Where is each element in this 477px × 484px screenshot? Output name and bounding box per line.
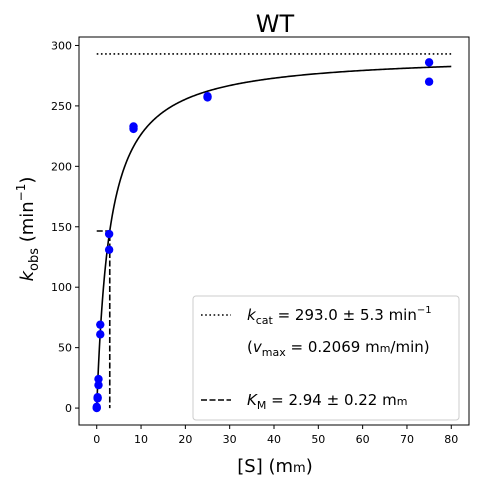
data-point xyxy=(92,402,101,412)
x-tick-label: 0 xyxy=(93,433,100,446)
data-point xyxy=(104,229,114,239)
data-point xyxy=(96,320,105,329)
y-tick-label: 0 xyxy=(65,402,72,415)
y-tick-label: 250 xyxy=(51,100,72,113)
data-point xyxy=(93,392,102,402)
data-point xyxy=(424,77,434,86)
y-tick-label: 50 xyxy=(58,342,72,355)
x-tick-label: 60 xyxy=(356,433,370,446)
x-tick-label: 30 xyxy=(223,433,237,446)
legend-vmax-label: (vmax = 0.2069 mm/min) xyxy=(247,338,430,359)
y-tick-label: 150 xyxy=(51,221,72,234)
x-tick-label: 40 xyxy=(267,433,281,446)
legend-kcat-label: kcat = 293.0 ± 5.3 min−1 xyxy=(247,305,432,327)
x-tick-label: 20 xyxy=(178,433,192,446)
legend-frame xyxy=(192,295,460,421)
legend-km-label: KM = 2.94 ± 0.22 mm xyxy=(247,391,407,412)
y-tick-label: 200 xyxy=(51,160,72,173)
data-point xyxy=(424,58,434,67)
x-axis: 0 10 20 30 40 50 60 70 80 xyxy=(93,425,458,446)
data-point xyxy=(203,92,212,101)
x-tick-label: 80 xyxy=(444,433,458,446)
michaelis-menten-fit-curve xyxy=(95,65,452,409)
y-axis-label: kobs (min−1) xyxy=(14,177,42,282)
data-point xyxy=(94,374,103,384)
legend: kcat = 293.0 ± 5.3 min−1 (vmax = 0.2069 … xyxy=(192,295,460,421)
data-point xyxy=(129,122,138,131)
y-tick-label: 300 xyxy=(51,39,72,52)
y-tick-label: 100 xyxy=(51,281,72,294)
x-tick-label: 50 xyxy=(311,433,325,446)
data-point xyxy=(94,380,103,390)
x-tick-label: 10 xyxy=(134,433,148,446)
y-axis: 0 50 100 150 200 250 300 xyxy=(51,39,79,415)
x-axis-label: [S] (mm) xyxy=(237,456,312,477)
data-point xyxy=(96,330,105,339)
data-point xyxy=(104,245,114,254)
plot-area xyxy=(78,36,470,426)
x-tick-label: 70 xyxy=(400,433,414,446)
chart-title: WT xyxy=(256,10,295,38)
